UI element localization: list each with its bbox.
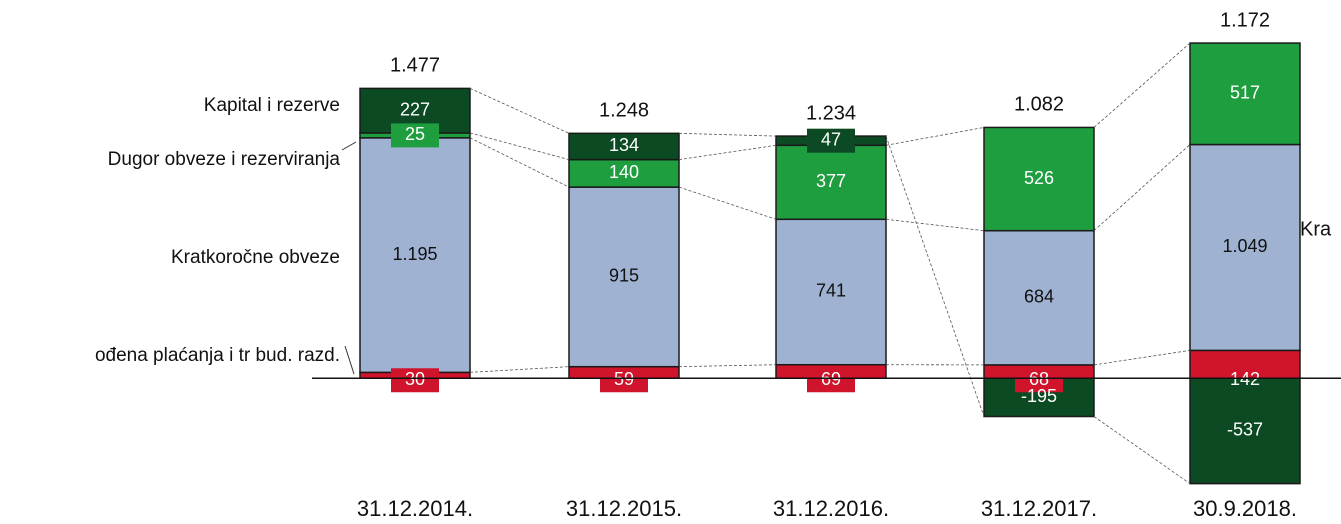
connector	[1093, 349, 1191, 366]
annotation: Kra	[1300, 218, 1332, 240]
data-label: 47	[821, 129, 841, 149]
connector	[469, 132, 570, 161]
x-tick-label: 31.12.2015.	[566, 496, 682, 521]
x-tick-label: 31.12.2017.	[981, 496, 1097, 521]
legend-label: Kapital i rezerve	[204, 95, 340, 116]
connector	[469, 137, 570, 188]
connector	[469, 88, 570, 134]
bar-segment	[1189, 377, 1301, 485]
total-label: 1.082	[1014, 94, 1064, 116]
bar-segment	[568, 186, 680, 368]
total-label: 1.234	[806, 102, 856, 124]
bar-segment	[1189, 143, 1301, 352]
label-box	[807, 128, 855, 153]
connector	[1093, 416, 1191, 484]
data-label: 684	[1024, 287, 1054, 307]
x-tick-label: 30.9.2018.	[1193, 496, 1297, 521]
bar-segment	[1189, 42, 1301, 146]
data-label: 25	[405, 124, 425, 144]
bar-segment	[983, 229, 1095, 366]
total-label: 1.248	[599, 100, 649, 122]
data-label: 134	[609, 135, 639, 155]
total-label: 1.477	[390, 55, 440, 77]
data-label: 227	[400, 99, 430, 119]
connector	[885, 135, 985, 417]
connector	[469, 366, 570, 373]
data-label: -195	[1021, 386, 1057, 406]
data-label: 1.195	[392, 244, 437, 264]
leader	[341, 141, 357, 151]
connector	[678, 186, 777, 220]
connector	[678, 364, 777, 368]
total-label: 1.172	[1220, 9, 1270, 31]
legend-label: Dugor obveze i rezerviranja	[108, 149, 341, 170]
connector	[885, 127, 985, 146]
label-box	[391, 368, 439, 393]
label-box	[391, 123, 439, 148]
data-label: 741	[816, 281, 846, 301]
x-tick-label: 31.12.2016.	[773, 496, 889, 521]
data-label: 517	[1230, 83, 1260, 103]
x-tick-label: 31.12.2014.	[357, 496, 473, 521]
label-box	[600, 368, 648, 393]
bar-segment	[983, 126, 1095, 232]
data-label: -537	[1227, 420, 1263, 440]
leader	[344, 345, 355, 375]
label-box	[1015, 368, 1063, 393]
connector	[1093, 144, 1191, 231]
data-label: 1.049	[1222, 236, 1267, 256]
bar-segment	[1189, 349, 1301, 380]
connector	[1093, 42, 1191, 128]
bar-segment	[568, 132, 680, 161]
connector	[885, 218, 985, 232]
data-label: 915	[609, 266, 639, 286]
legend-label: Kratkoročne obveze	[171, 247, 340, 268]
connector	[678, 132, 777, 137]
data-label: 526	[1024, 168, 1054, 188]
connector	[678, 144, 777, 161]
label-box	[807, 368, 855, 393]
data-label: 140	[609, 162, 639, 182]
data-label: 377	[816, 171, 846, 191]
bar-segment	[775, 144, 887, 221]
bar-segment	[359, 137, 471, 374]
legend-label: ođena plaćanja i tr bud. razd.	[95, 345, 340, 366]
